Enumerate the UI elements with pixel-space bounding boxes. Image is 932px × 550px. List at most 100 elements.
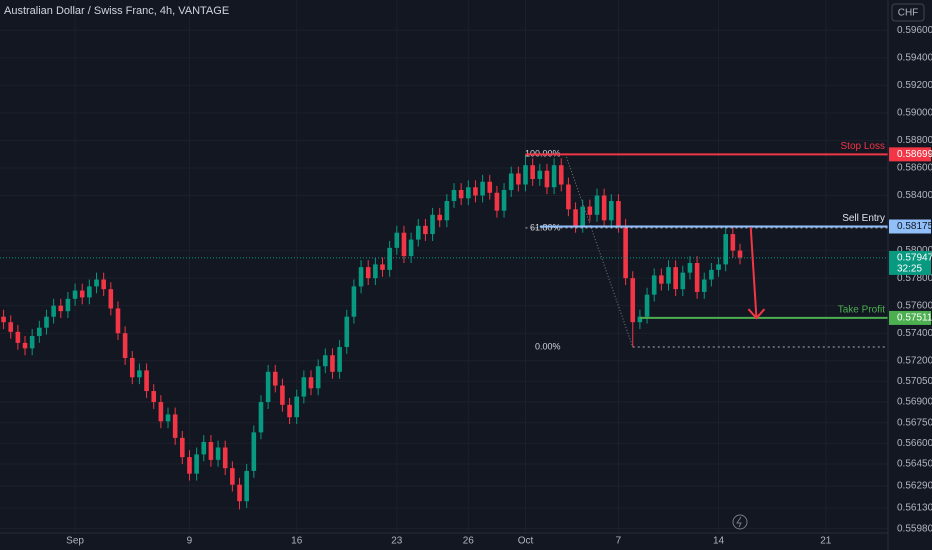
candle-body [637,316,643,323]
arrow-head [747,308,766,320]
candle-body [94,279,99,287]
candle-body [687,262,693,273]
candle-body [337,346,342,372]
y-tick-label: 0.57200 [897,355,932,366]
candle-body [294,396,300,418]
candle-body [458,190,464,199]
candle-body [180,437,185,458]
candle-body [587,206,593,215]
candle-body [616,201,621,226]
y-tick-label: 0.59600 [897,25,932,36]
candle-body [501,190,507,211]
x-tick-label: 7 [616,536,622,547]
x-tick-label: 9 [187,536,193,547]
fib-label: 0.00% [535,341,561,351]
arrow-shaft [749,227,758,319]
candle-body [373,264,378,279]
candle-body [394,232,400,248]
level-price-box [889,219,931,234]
candle-body [730,234,736,251]
candle-body [29,335,35,349]
x-tick-label: 16 [291,536,303,547]
candle-body [537,170,543,179]
level-name: Take Profit [838,305,885,316]
candle-body [58,305,64,312]
x-tick-label: 26 [463,536,475,547]
x-tick-label: Oct [518,536,534,547]
y-tick-label: 0.56600 [897,438,932,449]
candle-body [251,432,257,471]
candle-body [594,195,600,215]
candle-body [330,355,335,372]
fib-trend [565,154,634,348]
candle-body [551,165,557,188]
candle-body [694,262,700,292]
candle-body [65,298,71,312]
candle-body [37,327,42,336]
replay-icon[interactable] [732,514,748,530]
y-tick-label: 0.55980 [897,523,932,534]
candle-body [194,454,199,474]
y-tick-label: 0.56130 [897,503,932,514]
candle-body [244,470,249,502]
level-price-label: 0.58175 [897,221,932,232]
candle-body [644,294,650,317]
y-tick-label: 0.56900 [897,397,932,408]
candle-body [659,275,664,284]
level-price-label: 0.58699 [897,149,932,160]
candle-body [230,468,235,485]
y-tick-label: 0.59400 [897,52,932,63]
axis: 0.59600 0.59400 0.59200 0.59000 0.58800 0.586… [66,25,932,547]
x-tick-label: 14 [713,536,725,547]
candle-body [566,184,571,210]
candle-body [87,286,92,298]
y-tick-label: 0.56290 [897,481,932,492]
candle-body [473,187,478,196]
y-tick-label: 0.56750 [897,417,932,428]
candle-body [258,402,264,433]
candle-body [272,371,278,386]
candle-body [573,209,578,226]
candle-body [380,264,385,270]
currency-label[interactable]: CHF [898,8,919,19]
candle-body [709,269,714,280]
y-tick-label: 0.58000 [897,245,932,256]
x-tick-label: 23 [391,536,403,547]
y-tick-label: 0.57050 [897,376,932,387]
candle-body [1,316,6,323]
candle-body [8,322,14,332]
candle-body [344,316,350,347]
candle-body [630,278,636,323]
candle-body [15,331,21,343]
candle-body [222,447,228,469]
candle-body [558,165,564,185]
candle-body [265,371,271,403]
candle-body [201,441,207,455]
y-tick-label: 0.57400 [897,328,932,339]
candle-body [165,414,171,422]
candle-body [387,247,392,270]
candle-body [651,275,657,295]
currency-button[interactable] [891,3,925,22]
candle-body [601,195,607,221]
candle-body [101,279,106,290]
candle-body [530,165,535,179]
level-name: Sell Entry [842,213,885,224]
candle-body [51,305,56,317]
candle-body [737,250,743,258]
candle-body [151,391,157,403]
candle-body [323,355,328,367]
candle-body [480,181,485,196]
y-tick-label: 0.56450 [897,459,932,470]
candle-body [580,206,586,226]
candle-body [187,457,192,474]
candle-body [215,447,221,460]
y-tick-label: 0.59000 [897,108,932,119]
candle-body [701,279,707,292]
candle-body [237,484,242,502]
candle-body [544,170,550,188]
candle-body [680,272,686,290]
candle-body [487,181,493,193]
candle-body [723,234,729,265]
